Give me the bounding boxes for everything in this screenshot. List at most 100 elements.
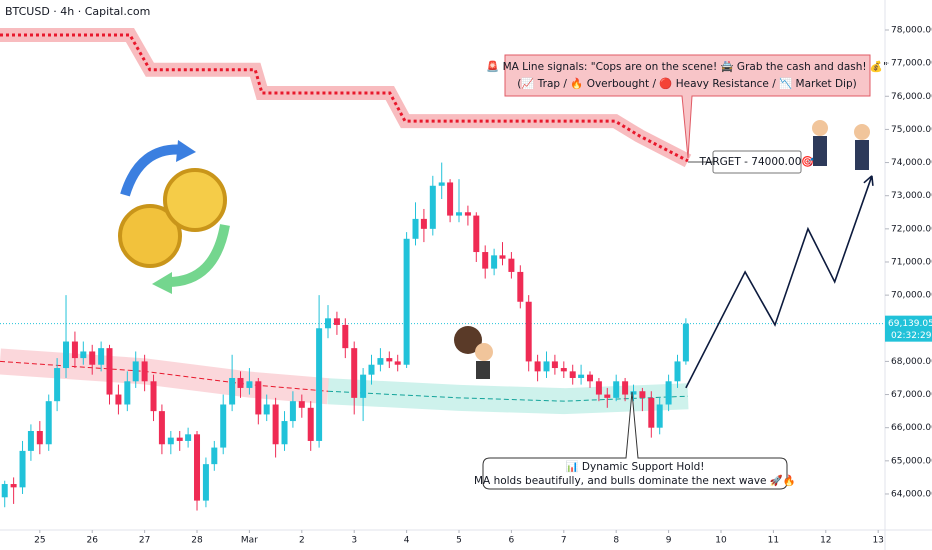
- candle-body: [587, 374, 593, 382]
- thief-head: [475, 343, 493, 361]
- candle-body: [525, 301, 532, 362]
- y-tick-label: 66,000.00: [891, 423, 932, 433]
- arrow-head: [152, 272, 172, 294]
- coin: [118, 204, 182, 268]
- x-tick-label: 25: [34, 536, 45, 546]
- candle-body: [613, 381, 620, 398]
- candle-body: [569, 371, 576, 378]
- candle-body: [202, 464, 209, 501]
- y-tick-label: 77,000.00: [891, 59, 932, 69]
- candle-body: [89, 351, 96, 365]
- candle-body: [167, 437, 174, 445]
- candle-body: [237, 377, 244, 388]
- candle-body: [351, 348, 358, 398]
- candle-body: [54, 368, 61, 402]
- candle-body: [630, 391, 637, 395]
- character-illustration: [454, 120, 870, 379]
- y-tick-label: 64,000.00: [891, 489, 932, 499]
- candle-body: [333, 318, 340, 325]
- candle-body: [517, 271, 524, 302]
- candle-body: [220, 404, 227, 448]
- x-tick-label: 9: [666, 536, 672, 546]
- x-tick-label: 8: [613, 536, 619, 546]
- candle-body: [36, 431, 43, 445]
- coin: [163, 168, 227, 232]
- y-tick-label: 65,000.00: [891, 456, 932, 466]
- projection-arrowhead: [863, 175, 874, 186]
- candle-body: [27, 431, 34, 451]
- ma-band: [0, 27, 692, 168]
- thief-body: [476, 361, 490, 379]
- candle-body: [124, 381, 131, 405]
- candle-body: [63, 341, 70, 369]
- x-tick-label: 10: [715, 536, 727, 546]
- candle-body: [543, 361, 550, 372]
- candle-body: [10, 484, 17, 488]
- cop-head: [854, 124, 870, 140]
- y-tick-label: 67,000.00: [891, 390, 932, 400]
- x-tick-label: 11: [768, 536, 779, 546]
- symbol-header: BTCUSD · 4h · Capital.com: [5, 5, 150, 18]
- candle-body: [98, 348, 105, 365]
- candle-body: [482, 252, 489, 269]
- candle-body: [403, 238, 410, 365]
- callout-text: 📊 Dynamic Support Hold!: [565, 460, 704, 473]
- signal-callout: 🚨 MA Line signals: "Cops are on the scen…: [486, 54, 888, 159]
- y-tick-label: 78,000.00: [891, 25, 932, 35]
- y-tick-label: 71,000.00: [891, 257, 932, 267]
- y-tick-label: 70,000.00: [891, 291, 932, 301]
- candle-body: [19, 450, 26, 488]
- candle-body: [316, 328, 323, 441]
- y-tick-label: 72,000.00: [891, 224, 932, 234]
- candle-body: [132, 361, 139, 382]
- projection-line: [685, 175, 873, 389]
- target-box: [712, 150, 802, 174]
- candle-body: [368, 364, 375, 375]
- candle-body: [420, 218, 427, 229]
- ma-line: [0, 360, 329, 392]
- candle-body: [1, 484, 8, 498]
- ma-line: [327, 390, 689, 402]
- target-label: TARGET - 74000.00🎯: [688, 150, 815, 174]
- candle-body: [211, 447, 218, 465]
- y-tick-label: 68,000.00: [891, 357, 932, 367]
- candle-body: [682, 323, 689, 362]
- arrow-head: [176, 140, 196, 162]
- plot-area: [0, 27, 885, 511]
- x-tick-label: 5: [456, 536, 462, 546]
- candle-body: [595, 381, 602, 395]
- x-tick-label: 13: [872, 536, 883, 546]
- y-tick-label: 74,000.00: [891, 158, 932, 168]
- x-tick-label: 7: [561, 536, 567, 546]
- coin-illustration: [118, 140, 230, 294]
- candle-body: [386, 358, 393, 362]
- candle-body: [194, 434, 201, 501]
- candle-body: [150, 381, 157, 412]
- candle-body: [622, 381, 629, 395]
- cop-body: [813, 136, 827, 166]
- candle-body: [289, 401, 296, 422]
- candle-body: [438, 182, 445, 186]
- y-tick-label: 76,000.00: [891, 92, 932, 102]
- candle-body: [499, 255, 506, 259]
- candle-body: [656, 404, 663, 428]
- x-tick-label: 4: [404, 536, 410, 546]
- candle-body: [325, 318, 332, 329]
- x-tick-label: 2: [299, 536, 305, 546]
- countdown-label: 02:32:29: [891, 331, 932, 341]
- candle-body: [45, 401, 52, 445]
- candle-body: [560, 368, 567, 372]
- arrow-blue: [120, 144, 186, 197]
- candle-body: [508, 258, 515, 272]
- candle-body: [307, 407, 314, 441]
- candle-body: [272, 404, 279, 445]
- target-text: TARGET - 74000.00🎯: [699, 155, 815, 168]
- candle-body: [534, 361, 541, 372]
- callout-text: 🚨 MA Line signals: "Cops are on the scen…: [486, 60, 888, 73]
- candle-body: [377, 358, 384, 365]
- callout-text: MA holds beautifully, and bulls dominate…: [474, 474, 796, 487]
- callout-text: (📈 Trap / 🔥 Overbought / 🔴 Heavy Resista…: [517, 77, 856, 90]
- candle-body: [648, 397, 655, 428]
- candle-body: [298, 401, 305, 408]
- candle-body: [263, 404, 270, 415]
